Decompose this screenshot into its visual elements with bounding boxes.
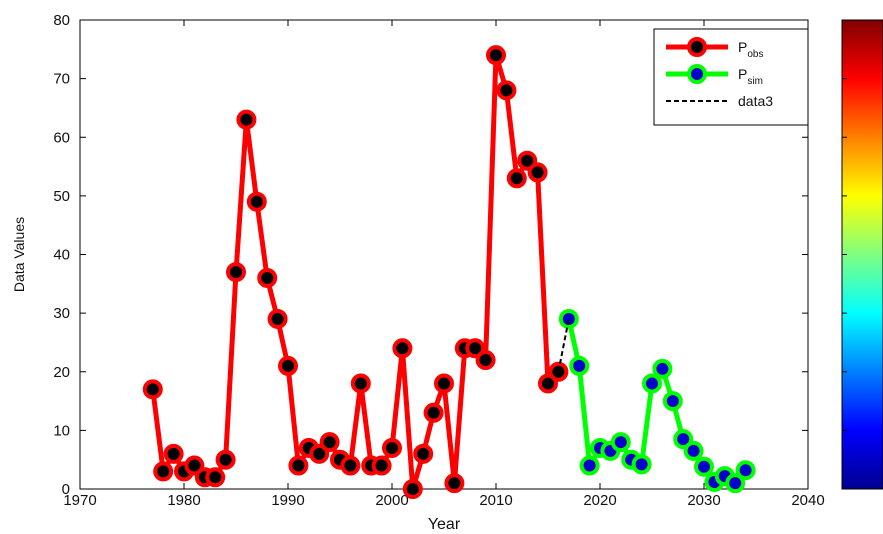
series-psim-point xyxy=(652,358,673,379)
y-tick-label: 70 xyxy=(53,71,70,88)
series-pobs-point xyxy=(153,461,174,482)
series-data3-line xyxy=(557,318,570,372)
series-pobs-point xyxy=(382,437,402,458)
y-tick-label: 50 xyxy=(53,188,70,205)
series-pobs-point xyxy=(517,150,538,171)
series-pobs-point xyxy=(392,338,413,359)
legend-marker xyxy=(687,64,707,84)
series-pobs-point xyxy=(423,402,444,423)
x-tick-label: 2010 xyxy=(479,492,512,509)
legend-marker xyxy=(687,37,707,57)
y-tick-label: 60 xyxy=(53,129,70,146)
series-pobs-point xyxy=(163,443,184,464)
series-pobs-point xyxy=(475,350,496,371)
series-pobs-point xyxy=(340,455,361,476)
series-pobs-point xyxy=(278,355,298,376)
y-tick-label: 10 xyxy=(53,422,70,439)
series-pobs-point xyxy=(226,262,246,283)
legend-label-subscript: sim xyxy=(747,76,763,87)
x-tick-label: 2030 xyxy=(687,492,720,509)
series-group xyxy=(142,45,756,499)
colorbar-gradient xyxy=(841,19,883,490)
x-tick-label: 2040 xyxy=(791,492,824,509)
legend-box xyxy=(653,28,809,126)
series-pobs-line xyxy=(150,52,561,492)
series-psim-point xyxy=(735,460,756,481)
series-psim-point xyxy=(579,455,600,476)
series-pobs-point xyxy=(496,80,517,101)
series-psim-point xyxy=(683,440,704,461)
series-pobs-point xyxy=(465,338,486,359)
series-pobs-point xyxy=(142,379,163,400)
series-pobs-point xyxy=(444,473,465,494)
series-pobs-point xyxy=(402,479,423,499)
series-psim-point xyxy=(694,456,714,477)
legend-label-subscript: obs xyxy=(747,49,763,60)
x-tick-label: 2000 xyxy=(375,492,408,509)
series-pobs-point xyxy=(267,308,288,329)
series-pobs-point xyxy=(205,467,226,488)
series-pobs-point xyxy=(413,443,434,464)
y-tick-label: 30 xyxy=(53,305,70,322)
series-data3 xyxy=(557,318,570,372)
series-psim xyxy=(558,308,756,494)
series-pobs-point xyxy=(527,162,548,183)
series-pobs-point xyxy=(319,432,340,453)
series-pobs-point xyxy=(350,373,371,394)
series-pobs-point xyxy=(486,45,506,66)
series-psim-point xyxy=(569,355,590,376)
series-pobs-point xyxy=(434,373,454,394)
series-pobs-point xyxy=(236,109,257,130)
x-tick-label: 2020 xyxy=(583,492,616,509)
series-psim-point xyxy=(662,391,683,412)
colorbar xyxy=(841,19,883,490)
x-axis-title: Year xyxy=(428,516,461,533)
series-pobs-point xyxy=(184,455,205,476)
x-tick-label: 1980 xyxy=(167,492,200,509)
series-pobs-point xyxy=(538,373,558,394)
series-pobs-point xyxy=(371,455,392,476)
y-tick-label: 20 xyxy=(53,364,70,381)
series-pobs-point xyxy=(215,449,236,470)
y-tick-label: 40 xyxy=(53,247,70,264)
series-psim-point xyxy=(673,429,694,450)
series-psim-point xyxy=(725,473,746,494)
x-tick-label: 1970 xyxy=(63,492,96,509)
legend-label: data3 xyxy=(738,93,773,109)
series-pobs-point xyxy=(246,191,267,212)
series-psim-point xyxy=(642,373,662,394)
series-pobs xyxy=(142,45,569,499)
series-pobs-point xyxy=(309,443,330,464)
series-pobs-point xyxy=(257,267,278,288)
series-psim-point xyxy=(610,432,631,453)
y-tick-label: 0 xyxy=(62,481,70,498)
series-pobs-point xyxy=(506,168,527,189)
series-psim-point xyxy=(631,454,652,475)
y-tick-label: 80 xyxy=(53,12,70,29)
series-pobs-point xyxy=(288,455,309,476)
x-tick-label: 1990 xyxy=(271,492,304,509)
series-psim-point xyxy=(558,308,579,329)
y-axis-title: Data Values xyxy=(11,217,27,292)
